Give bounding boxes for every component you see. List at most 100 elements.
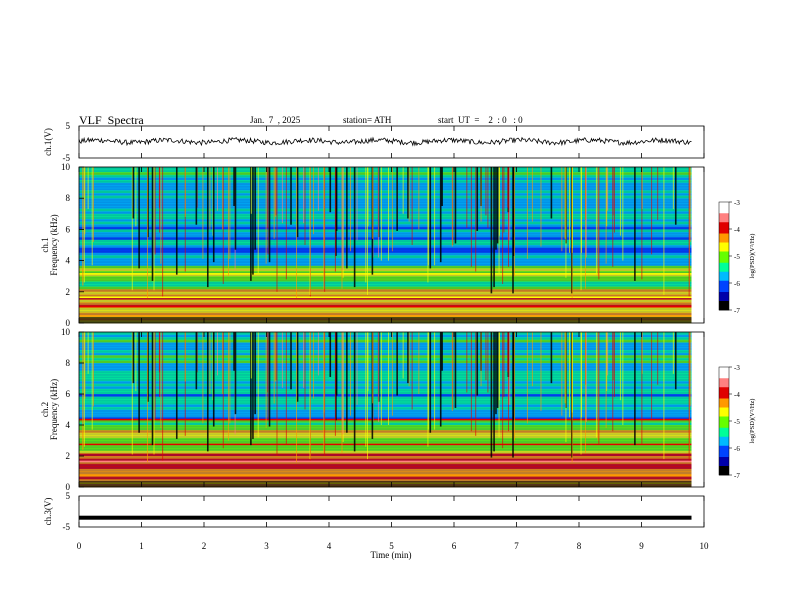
sferic-streak: [273, 167, 275, 239]
sferic-streak: [296, 332, 299, 402]
colorbar-segment: [719, 262, 729, 266]
sferic-streak: [346, 332, 348, 433]
colorbar-tick-label: -3: [734, 364, 740, 372]
x-axis-label: Time (min): [371, 550, 412, 560]
sferic-streak: [324, 332, 326, 456]
sferic-streak: [569, 332, 570, 418]
frequency-band: [79, 432, 692, 436]
frequency-band: [79, 344, 692, 348]
frequency-band: [79, 419, 692, 423]
sferic-streak: [581, 332, 582, 418]
frequency-band: [79, 417, 692, 421]
colorbar-segment: [719, 418, 729, 422]
frequency-band: [79, 307, 692, 311]
colorbar-segment: [719, 202, 729, 205]
frequency-band: [79, 193, 692, 197]
sferic-streak: [323, 167, 325, 289]
sferic-streak: [367, 332, 369, 391]
sferic-streak: [402, 332, 404, 379]
sferic-streak: [138, 332, 140, 433]
y-tick-label: -5: [63, 153, 71, 163]
colorbar-segment: [719, 432, 729, 435]
colorbar-segment: [719, 296, 729, 300]
frequency-band: [79, 289, 692, 293]
sferic-streak: [571, 167, 573, 249]
y-tick-label: 2: [66, 451, 71, 461]
sferic-streak: [476, 332, 479, 396]
sferic-streak: [154, 167, 156, 255]
y-tick-label: 2: [66, 287, 71, 297]
sferic-streak: [606, 167, 608, 227]
frequency-band: [79, 263, 692, 267]
frequency-band: [79, 180, 692, 184]
frequency-band: [79, 195, 692, 199]
sferic-streak: [329, 332, 332, 377]
sferic-streak: [550, 167, 553, 219]
chart-title: VLF Spectra: [79, 113, 144, 127]
y-tick-label: -5: [63, 522, 71, 532]
colorbar-segment: [719, 448, 729, 451]
sferic-streak: [580, 167, 582, 291]
panel-frame: [78, 495, 705, 528]
frequency-band: [79, 425, 692, 429]
sferic-streak: [502, 167, 504, 284]
sferic-streak: [159, 167, 161, 233]
sferic-streak: [353, 332, 356, 452]
sferic-streak: [441, 332, 443, 371]
colorbar-segment: [719, 292, 729, 295]
sferic-streak: [274, 167, 276, 217]
sferic-streak: [377, 332, 379, 422]
frequency-band: [79, 391, 692, 395]
y-tick-label: 4: [66, 420, 71, 430]
sferic-streak: [276, 332, 278, 456]
sferic-streak: [153, 167, 155, 291]
colorbar-segment: [719, 376, 729, 379]
sferic-streak: [184, 332, 186, 382]
colorbar-segment: [719, 271, 729, 275]
frequency-band: [79, 342, 692, 346]
colorbar-segment: [719, 425, 729, 429]
sferic-streak: [367, 167, 369, 227]
sferic-streak: [233, 332, 235, 371]
sferic-streak: [429, 167, 432, 269]
sferic-streak: [689, 332, 691, 407]
sferic-streak: [335, 332, 337, 421]
sferic-streak: [275, 167, 277, 216]
sferic-streak: [508, 167, 510, 267]
sferic-streak: [451, 332, 453, 412]
frequency-band: [79, 219, 692, 223]
y-tick-label: 5: [66, 491, 71, 501]
sferic-streak: [227, 167, 229, 277]
colorbar-segment: [719, 439, 729, 442]
sferic-streak: [209, 332, 211, 394]
x-tick-label: 5: [389, 541, 394, 551]
sferic-streak: [391, 167, 393, 252]
sferic-streak: [622, 167, 624, 261]
x-tick-label: 6: [452, 541, 457, 551]
y-tick-label: 5: [66, 121, 71, 131]
colorbar-segment: [719, 251, 729, 255]
colorbar-segment: [719, 265, 729, 268]
sferic-streak: [427, 167, 429, 283]
sferic-streak: [476, 167, 479, 231]
sferic-streak: [229, 167, 231, 260]
colorbar-segment: [719, 385, 729, 388]
sferic-streak: [162, 332, 164, 461]
frequency-band: [79, 422, 692, 426]
sferic-streak: [160, 167, 162, 264]
frequency-band: [79, 388, 692, 392]
colorbar-segment: [719, 231, 729, 234]
sferic-streak: [674, 332, 677, 390]
sferic-streak: [222, 167, 224, 284]
colorbar-segment: [719, 461, 729, 465]
sferic-streak: [584, 332, 586, 453]
colorbar-label: log(PSD)(V²/Hz): [749, 234, 756, 279]
sferic-streak: [597, 332, 599, 441]
sferic-streak: [323, 332, 325, 453]
y-tick-label: 6: [66, 389, 71, 399]
colorbar-segment: [719, 394, 729, 397]
frequency-band: [79, 471, 692, 475]
colorbar-segment: [719, 436, 729, 440]
sferic-streak: [222, 332, 224, 449]
colorbar-segment: [719, 247, 729, 250]
